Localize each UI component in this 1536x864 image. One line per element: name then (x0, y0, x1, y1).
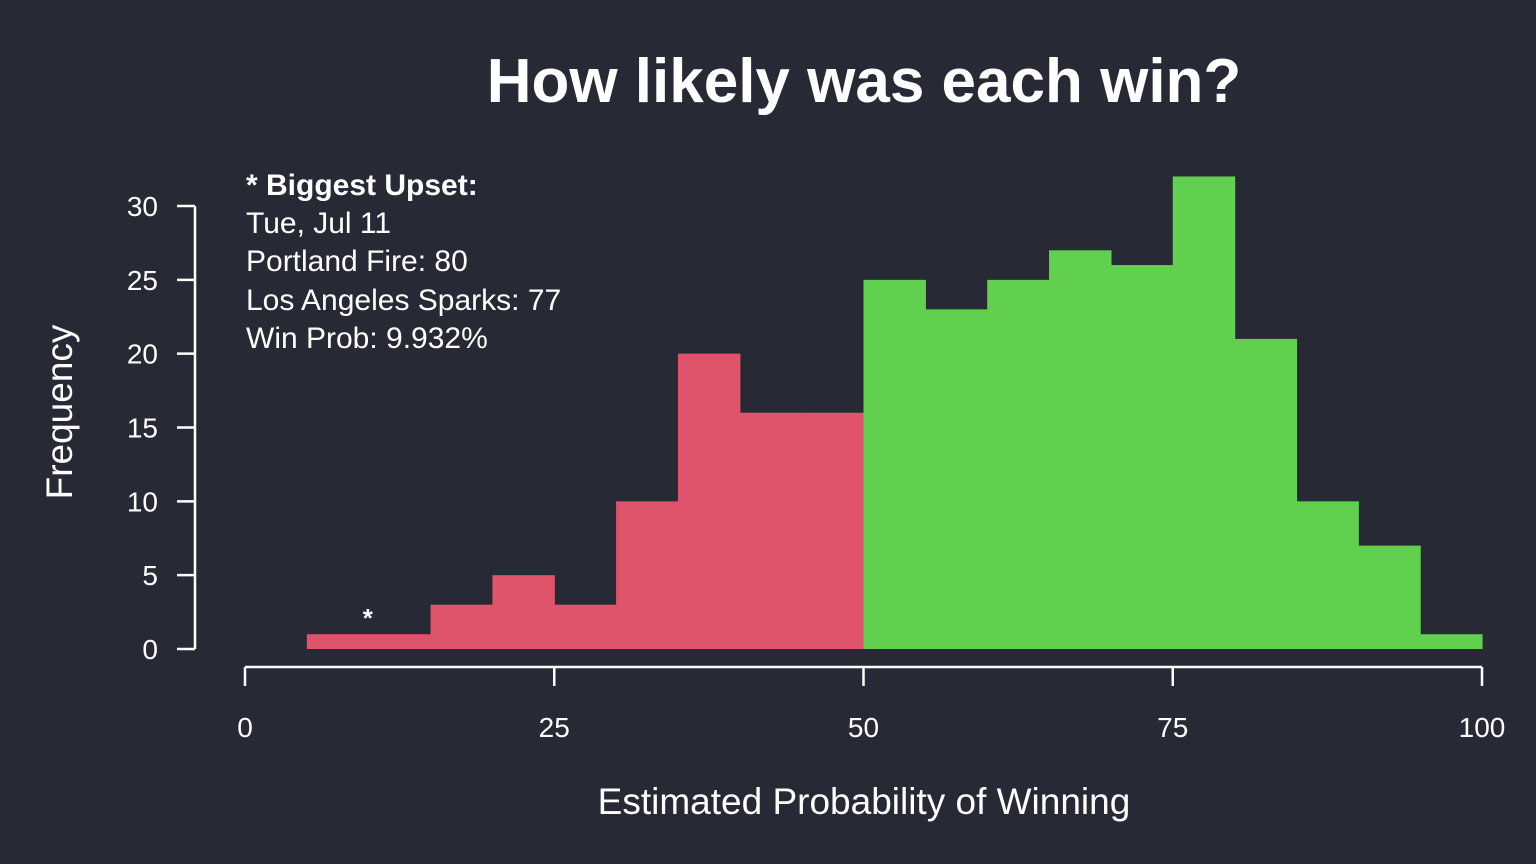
x-tick-label: 100 (1459, 712, 1506, 743)
x-tick-label: 0 (237, 712, 253, 743)
histogram-bar (616, 501, 679, 649)
annotation-loser-score: Los Angeles Sparks: 77 (246, 284, 561, 317)
histogram-bar (1296, 501, 1359, 649)
histogram-bar (492, 575, 555, 649)
histogram-bar (1420, 634, 1483, 649)
x-tick-label: 75 (1157, 712, 1188, 743)
y-tick-label: 0 (142, 634, 158, 665)
histogram-bar (368, 634, 432, 649)
biggest-upset-annotation: * Biggest Upset: Tue, Jul 11 Portland Fi… (246, 169, 561, 633)
x-tick-label: 50 (848, 712, 879, 743)
y-axis: 0 5 10 15 20 25 30 (127, 191, 197, 665)
y-tick-label: 15 (127, 413, 158, 444)
histogram-bar (1110, 265, 1174, 649)
y-tick-label: 25 (127, 265, 158, 296)
histogram-bar (1172, 176, 1236, 649)
x-tick-label: 25 (539, 712, 570, 743)
histogram-bar (554, 604, 617, 649)
histogram-bar (677, 353, 741, 649)
histogram-bar (925, 309, 988, 649)
chart-title: How likely was each win? (487, 47, 1242, 116)
y-tick-label: 10 (127, 486, 158, 517)
annotation-heading: * Biggest Upset: (246, 169, 478, 202)
upset-marker: * (363, 603, 374, 633)
histogram-bar (739, 412, 803, 649)
y-tick-label: 20 (127, 339, 158, 370)
histogram-bar (863, 279, 926, 649)
y-axis-label: Frequency (39, 324, 80, 499)
annotation-win-prob: Win Prob: 9.932% (246, 322, 488, 355)
bars-group (306, 176, 1483, 650)
histogram-bar (306, 634, 370, 649)
histogram-bar (801, 412, 865, 649)
annotation-winner-score: Portland Fire: 80 (246, 245, 468, 278)
histogram-bar (1234, 338, 1298, 649)
histogram-bar (430, 604, 493, 649)
histogram-bar (1358, 545, 1421, 649)
histogram-bar (987, 279, 1050, 649)
y-tick-label: 5 (142, 560, 158, 591)
y-tick-label: 30 (127, 191, 158, 222)
annotation-date: Tue, Jul 11 (246, 207, 391, 240)
histogram-bar (1049, 250, 1112, 650)
x-axis: 0 25 50 75 100 (237, 665, 1506, 743)
x-axis-label: Estimated Probability of Winning (598, 781, 1131, 822)
